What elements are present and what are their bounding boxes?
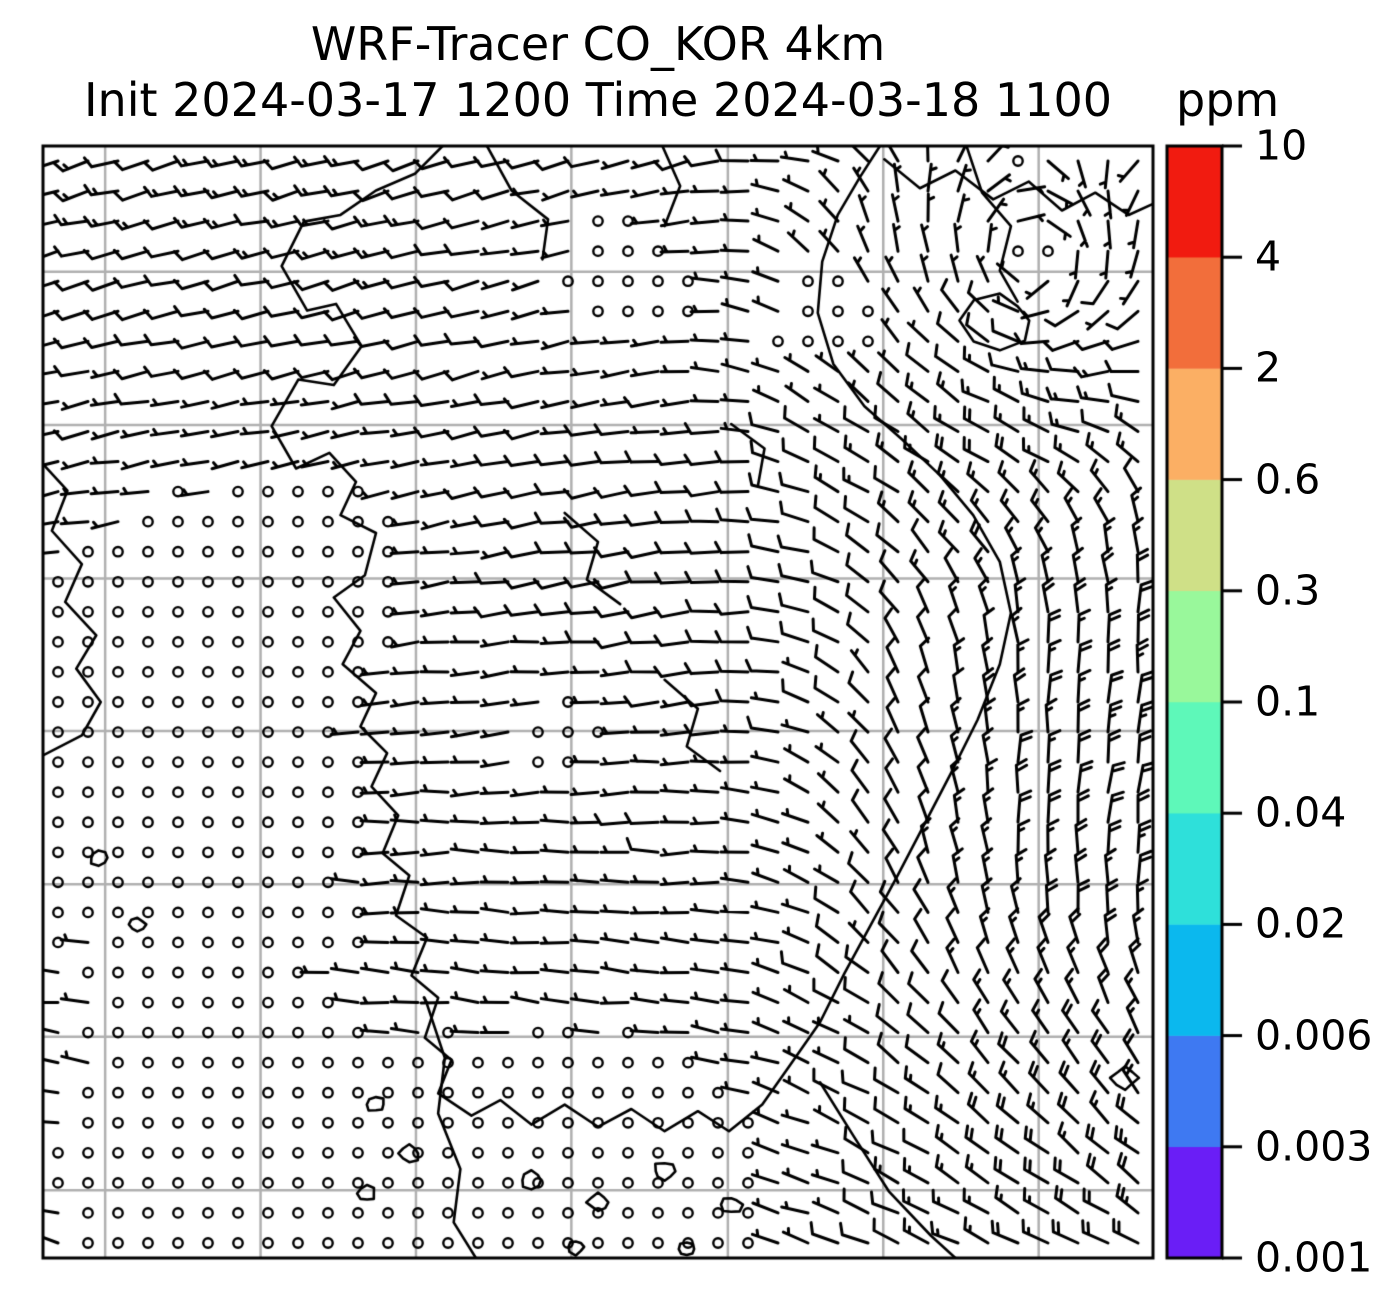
colorbar-tick-label: 0.1 <box>1255 677 1321 726</box>
colorbar-tick-label: 0.04 <box>1255 788 1347 837</box>
plot-title-line2: Init 2024-03-17 1200 Time 2024-03-18 110… <box>83 73 1112 127</box>
plot-title-line1: WRF-Tracer CO_KOR 4km <box>310 17 886 71</box>
colorbar-tick-label: 0.003 <box>1255 1122 1373 1171</box>
colorbar-tick-label: 10 <box>1255 121 1308 170</box>
colorbar-tick-label: 4 <box>1255 232 1282 281</box>
colorbar-tick-label: 2 <box>1255 343 1282 392</box>
colorbar-tick-label: 0.02 <box>1255 899 1347 948</box>
colorbar-tick-label: 0.6 <box>1255 455 1321 504</box>
colorbar-unit-label: ppm <box>1176 73 1280 127</box>
colorbar-tick-label: 0.3 <box>1255 566 1321 615</box>
colorbar-tick-label: 0.006 <box>1255 1011 1373 1060</box>
colorbar-tick-label: 0.001 <box>1255 1233 1373 1282</box>
